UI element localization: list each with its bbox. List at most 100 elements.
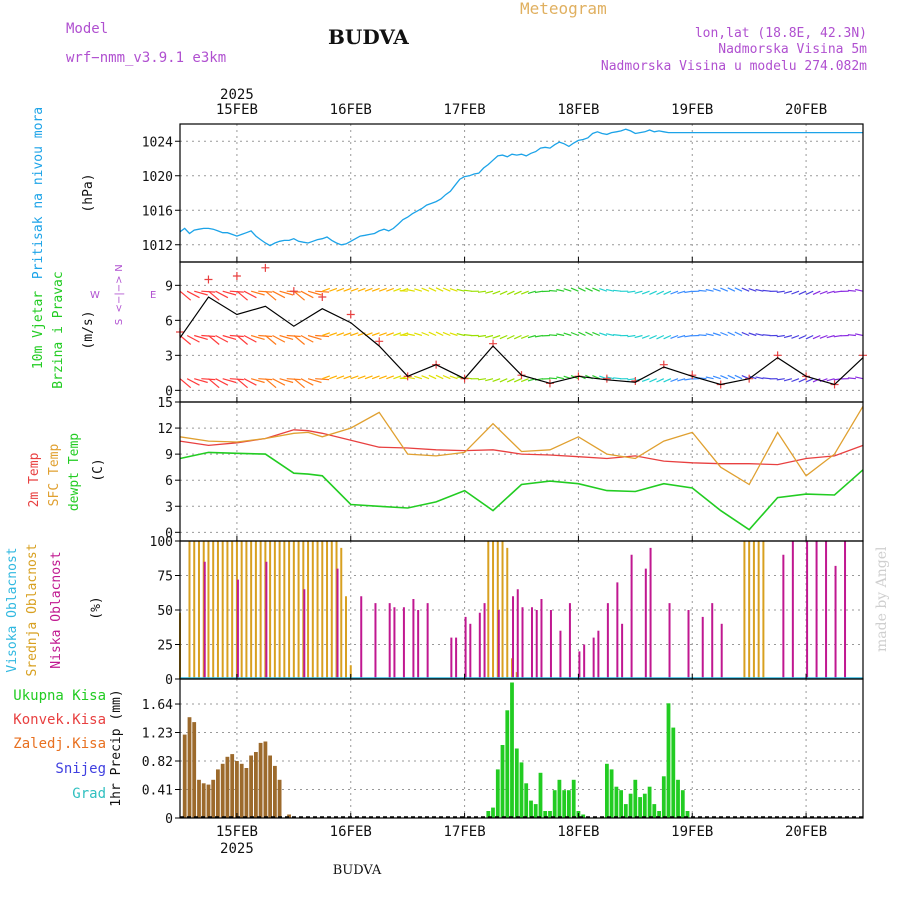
wind-arrow — [776, 378, 785, 381]
wind-arrow — [520, 334, 529, 339]
precip-bar-total — [500, 745, 505, 818]
wind-arrow — [399, 334, 408, 337]
wind-arrow — [534, 290, 543, 294]
precip-bar-frozen — [239, 763, 244, 818]
wind-arrow — [649, 334, 657, 340]
pressure-ytick-label: 1016 — [142, 204, 173, 219]
precip-bar-total — [524, 783, 529, 819]
precip-bar-frozen — [244, 768, 249, 818]
wind-arrow — [222, 334, 237, 340]
bottom-day-label: 19FEB — [671, 824, 713, 840]
wind-arrow — [272, 290, 286, 299]
wind-arrow — [534, 334, 543, 338]
wind-arrow — [406, 289, 415, 292]
precip-bar-frozen — [220, 763, 225, 818]
wind-arrow — [663, 378, 672, 383]
lonlat-text: lon,lat (18.8E, 42.3N) — [695, 26, 867, 41]
precip-bar-frozen — [277, 779, 282, 818]
wind-arrow — [819, 290, 828, 295]
wind-arrow — [442, 374, 451, 380]
temp-dewpt-label: dewpt Temp — [67, 433, 82, 511]
wind-arrow — [279, 334, 294, 340]
wind-arrow — [449, 375, 458, 380]
wind-arrow — [670, 334, 679, 339]
precip-bar-total — [514, 748, 519, 818]
wind-arrow — [527, 290, 536, 294]
product-title: Meteogram — [520, 0, 607, 18]
wind-arrow — [357, 287, 366, 292]
top-day-label: 18FEB — [557, 102, 599, 118]
precip-ytick-label: 1.64 — [142, 698, 173, 713]
precip-bar-frozen — [192, 722, 197, 818]
wind-arrow — [549, 289, 558, 292]
wind-arrow — [343, 332, 352, 337]
wind-arrow — [414, 332, 423, 337]
wind-arrow — [727, 287, 736, 292]
pressure-title-label: Pritisak na nivou mora — [31, 107, 46, 279]
wind-arrow — [329, 332, 338, 337]
precip-bar-total — [619, 790, 623, 818]
wind-arrow — [208, 290, 220, 301]
wind-arrow — [421, 375, 430, 380]
wind-gust-marker — [232, 272, 241, 280]
temp-line-1 — [179, 405, 864, 486]
wind-arrow — [606, 333, 615, 337]
wind-arrow — [855, 288, 864, 292]
wind-arrow — [250, 378, 265, 384]
precip-panel-frame — [179, 678, 864, 819]
wind-arrow — [329, 375, 338, 380]
wind-arrow — [343, 375, 352, 380]
cloud-ytick-label: 75 — [157, 570, 173, 585]
precip-unit-label: 1hr Precip (mm) — [109, 689, 124, 806]
precip-bar-total — [614, 786, 619, 818]
wind-arrow — [208, 335, 220, 345]
bottom-day-label: 16FEB — [330, 824, 372, 840]
precip-bar-total — [562, 790, 567, 818]
wind-arrow — [322, 287, 331, 292]
wind-arrow — [755, 333, 764, 337]
precip-bar-total — [533, 804, 538, 818]
wind-arrow — [677, 334, 686, 339]
wind-arrow — [677, 290, 686, 294]
wind-arrow — [315, 290, 330, 293]
wind-arrow — [300, 334, 314, 343]
wind-arrow — [186, 290, 200, 299]
wind-arrow — [783, 334, 793, 339]
wind-arrow — [485, 334, 494, 339]
top-day-label: 17FEB — [444, 102, 486, 118]
wind-arrow — [727, 331, 736, 337]
wind-arrow — [826, 378, 835, 382]
wind-arrow — [293, 290, 305, 301]
precip-bar-frozen — [249, 755, 253, 818]
wind-arrow — [656, 334, 665, 340]
wind-arrow — [350, 375, 359, 380]
precip-bar-total — [486, 811, 491, 818]
wind-arrow — [428, 287, 437, 292]
precip-ytick-label: 0.41 — [142, 784, 173, 799]
wind-arrow — [641, 378, 650, 382]
wind-arrow — [442, 331, 451, 337]
wind-arrow — [364, 287, 373, 292]
temperature-ytick-label: 3 — [165, 500, 173, 515]
wind-arrow — [350, 287, 359, 292]
temp-unit-label: (C) — [91, 458, 106, 481]
wind-arrow — [734, 331, 743, 337]
precip-bar-total — [628, 793, 633, 818]
wind-arrow — [406, 333, 415, 337]
temperature-panel-frame — [179, 401, 864, 542]
precip-bar-frozen — [187, 717, 192, 818]
wind-arrow — [179, 378, 192, 389]
wind-arrow — [371, 332, 380, 337]
wind-arrow — [563, 288, 572, 292]
wind-arrow — [812, 290, 821, 295]
wind-arrow — [826, 334, 835, 339]
wind-arrow — [599, 332, 608, 337]
wind-arrow — [456, 288, 465, 292]
wind-arrow — [649, 378, 657, 383]
footer-station: BUDVA — [333, 863, 382, 878]
wind-arrow — [307, 334, 322, 340]
precip-bar-total — [623, 804, 628, 818]
wind-arrow — [435, 287, 444, 292]
precip-bar-total — [657, 811, 661, 818]
